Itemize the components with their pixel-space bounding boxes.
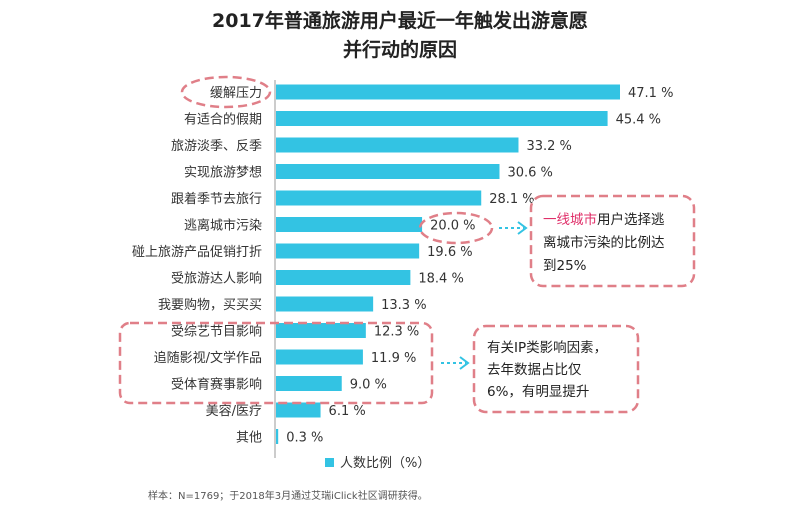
annotation-box-city bbox=[529, 194, 696, 288]
value-label: 28.1 % bbox=[489, 192, 534, 207]
bar bbox=[276, 349, 363, 365]
arrow-icon bbox=[441, 356, 470, 370]
value-label: 20.0 % bbox=[430, 219, 475, 234]
bar bbox=[276, 84, 620, 100]
legend-swatch bbox=[325, 458, 334, 467]
legend-label: 人数比例（%） bbox=[340, 456, 430, 471]
annotation-ip-line2: 去年数据占比仅 bbox=[487, 362, 582, 378]
annotation-ip-line1: 有关IP类影响因素， bbox=[487, 340, 607, 356]
bar bbox=[276, 323, 366, 338]
value-label: 0.3 % bbox=[286, 431, 323, 446]
bar bbox=[276, 376, 342, 391]
category-label: 我要购物，买买买 bbox=[158, 297, 262, 313]
value-label: 12.3 % bbox=[374, 325, 419, 340]
category-label: 受旅游达人影响 bbox=[171, 271, 262, 287]
annotation-city-line2: 离城市污染的比例达 bbox=[543, 234, 665, 251]
category-label: 受综艺节目影响 bbox=[171, 324, 262, 340]
bar bbox=[276, 402, 321, 418]
bar bbox=[276, 243, 420, 259]
bar bbox=[276, 164, 500, 179]
bar bbox=[276, 137, 519, 153]
value-label: 11.9 % bbox=[371, 351, 416, 366]
bar bbox=[276, 111, 608, 126]
value-label: 18.4 % bbox=[418, 272, 463, 287]
category-label: 受体育赛事影响 bbox=[171, 377, 262, 393]
value-label: 30.6 % bbox=[507, 166, 552, 181]
category-label: 追随影视/文学作品 bbox=[154, 350, 262, 366]
bars bbox=[276, 84, 620, 444]
value-label: 45.4 % bbox=[616, 113, 661, 128]
category-label: 有适合的假期 bbox=[184, 112, 262, 128]
highlight-ellipse-stress bbox=[180, 75, 272, 109]
category-label: 跟着季节去旅行 bbox=[171, 191, 262, 207]
chart-title: 2017年普通旅游用户最近一年触发出游意愿 bbox=[212, 9, 588, 32]
category-labels: 缓解压力有适合的假期旅游淡季、反季实现旅游梦想跟着季节去旅行逃离城市污染碰上旅游… bbox=[132, 86, 262, 446]
annotation-city-line1: 一线城市用户选择逃 bbox=[543, 211, 665, 228]
value-label: 9.0 % bbox=[350, 378, 387, 393]
bar bbox=[276, 429, 279, 444]
bar bbox=[276, 217, 423, 232]
category-label: 其他 bbox=[236, 431, 262, 446]
highlight-ellipse-pollution bbox=[418, 211, 494, 245]
value-labels: 47.1 % 45.4 % 33.2 % 30.6 % 28.1 % 20.0 % 19.6… bbox=[286, 86, 673, 446]
bar bbox=[276, 296, 374, 312]
value-label: 19.6 % bbox=[427, 245, 472, 260]
category-label: 实现旅游梦想 bbox=[184, 165, 262, 181]
bar bbox=[276, 190, 482, 206]
chart-title-line2: 并行动的原因 bbox=[343, 38, 457, 61]
source-note: 样本：N=1769；于2018年3月通过艾瑞iClick社区调研获得。 bbox=[148, 489, 428, 502]
annotation-city-line3: 到25% bbox=[543, 258, 587, 274]
highlight-box-ip bbox=[118, 321, 434, 405]
annotation-box-ip bbox=[472, 324, 640, 414]
value-label: 13.3 % bbox=[381, 298, 426, 313]
category-label: 碰上旅游产品促销打折 bbox=[132, 245, 262, 260]
arrow-icon bbox=[499, 221, 528, 235]
bar bbox=[276, 270, 411, 285]
category-label: 缓解压力 bbox=[210, 86, 262, 101]
category-label: 旅游淡季、反季 bbox=[171, 139, 262, 154]
category-label: 美容/医疗 bbox=[206, 403, 262, 419]
value-label: 6.1 % bbox=[329, 404, 366, 419]
value-label: 33.2 % bbox=[526, 139, 571, 154]
category-label: 逃离城市污染 bbox=[184, 218, 262, 234]
value-label: 47.1 % bbox=[628, 86, 673, 101]
annotation-ip-line3: 6%，有明显提升 bbox=[487, 384, 589, 400]
